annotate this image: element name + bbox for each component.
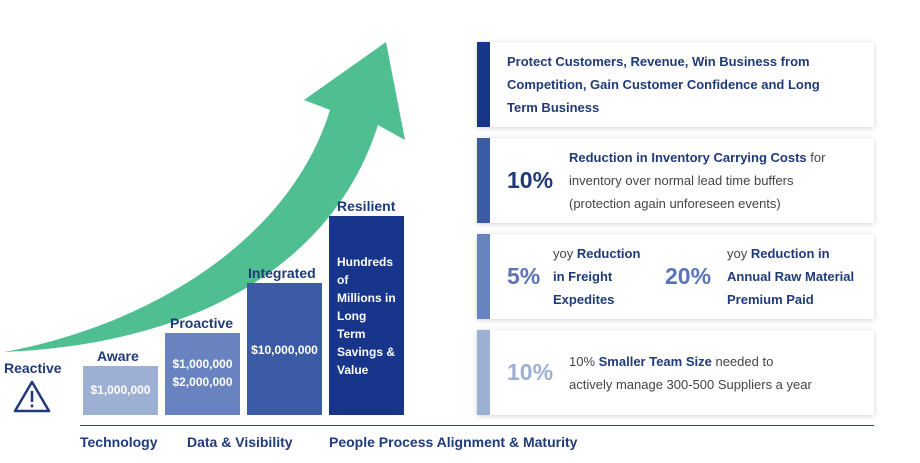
- growth-arrow-shape: [4, 42, 405, 352]
- bar-resilient-line: Savings &: [337, 345, 396, 359]
- bottom-divider: [80, 425, 874, 426]
- bar-resilient-line: Value: [337, 363, 369, 377]
- bar-aware: $1,000,000: [83, 366, 158, 415]
- bar-resilient-line: Long: [337, 309, 367, 323]
- panel-team-text: 10% Smaller Team Size needed to actively…: [569, 354, 812, 392]
- stage-label-reactive: Reactive: [4, 360, 62, 376]
- axis-label-technology: Technology: [80, 434, 158, 450]
- bar-resilient-line: of: [337, 273, 349, 287]
- bar-resilient-line: Millions in: [337, 291, 396, 305]
- panel-freight: 5% yoy Reduction in Freight Expedites 20…: [477, 234, 874, 319]
- panel-inventory: 10% Reduction in Inventory Carrying Cost…: [477, 138, 874, 223]
- axis-label-people-process: People Process Alignment & Maturity: [329, 434, 578, 450]
- panel-freight-text-1: yoy Reduction in Freight Expedites: [553, 246, 641, 307]
- bar-resilient-line: Term: [337, 327, 366, 341]
- bar-aware-value: $1,000,000: [90, 383, 151, 397]
- stage-label-integrated: Integrated: [248, 265, 316, 281]
- bar-integrated-value: $10,000,000: [251, 343, 318, 357]
- panel-freight-percent-1: 5%: [507, 263, 541, 289]
- stage-label-aware: Aware: [97, 348, 139, 364]
- bar-integrated: $10,000,000: [247, 283, 322, 415]
- panel-freight-accent: [477, 234, 490, 319]
- bar-proactive-value-1: $1,000,000: [172, 357, 233, 371]
- bar-proactive: $1,000,000 $2,000,000: [165, 333, 240, 415]
- warning-triangle-icon: [13, 380, 51, 413]
- panel-team: 10% 10% Smaller Team Size needed to acti…: [477, 330, 874, 415]
- bar-proactive-value-2: $2,000,000: [172, 375, 233, 389]
- bar-resilient: Hundreds of Millions in Long Term Saving…: [329, 216, 404, 415]
- panel-team-percent: 10%: [507, 359, 554, 385]
- panel-freight-text-2: yoy Reduction in Annual Raw Material Pre…: [727, 246, 855, 307]
- stage-label-resilient: Resilient: [337, 198, 396, 214]
- panel-protect: Protect Customers, Revenue, Win Business…: [477, 42, 874, 127]
- panel-inventory-accent: [477, 138, 490, 223]
- panel-freight-percent-2: 20%: [665, 263, 712, 289]
- panel-protect-accent: [477, 42, 490, 127]
- panel-inventory-percent: 10%: [507, 167, 554, 193]
- panel-protect-text: Protect Customers, Revenue, Win Business…: [507, 54, 820, 115]
- panel-team-accent: [477, 330, 490, 415]
- panel-inventory-text: Reduction in Inventory Carrying Costs fo…: [569, 150, 826, 211]
- axis-label-data-visibility: Data & Visibility: [187, 434, 293, 450]
- stage-label-proactive: Proactive: [170, 315, 234, 331]
- bar-resilient-line: Hundreds: [337, 255, 394, 269]
